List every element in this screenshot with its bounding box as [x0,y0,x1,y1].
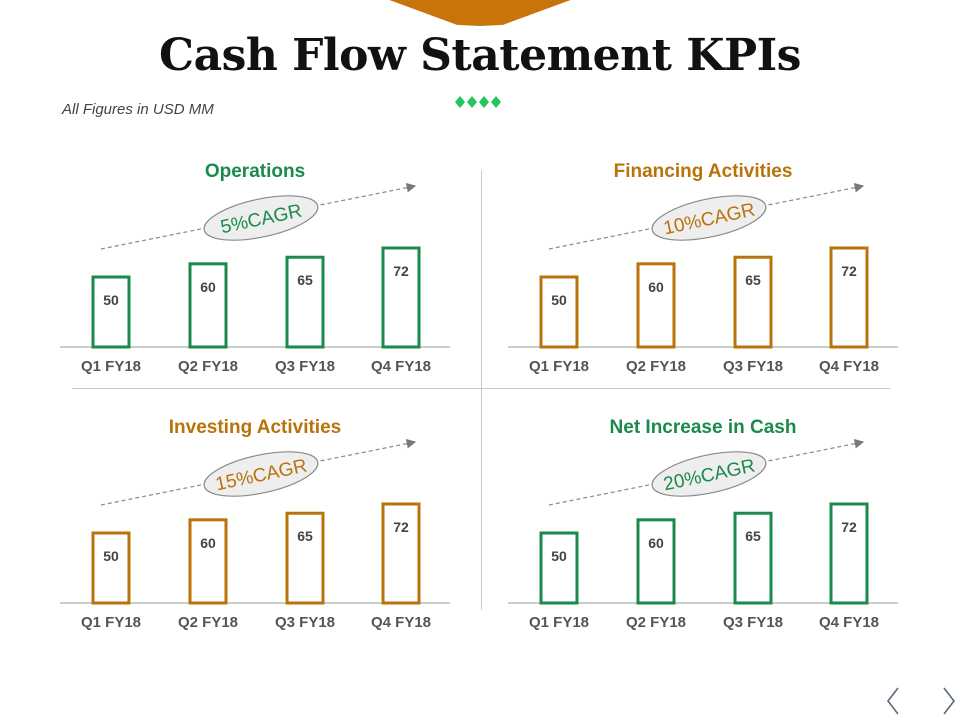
bar-value-label: 72 [393,519,409,535]
chart-title: Investing Activities [169,417,341,438]
bar-q2-fy18 [636,262,676,349]
category-label: Q2 FY18 [626,358,686,375]
category-label: Q4 FY18 [819,358,879,375]
bar-value-label: 72 [841,263,857,279]
bar-q2-fy18 [188,262,228,349]
bar-value-label: 72 [841,519,857,535]
category-label: Q3 FY18 [723,614,783,631]
top-accent-tab [384,0,576,26]
cagr-badge: 10%CAGR [651,195,767,241]
bar-value-label: 65 [745,272,761,288]
bar-q1-fy18 [539,275,579,349]
bar-q3-fy18 [285,255,325,349]
chart-title: Net Increase in Cash [610,417,797,438]
category-label: Q4 FY18 [371,614,431,631]
cagr-badge: 5%CAGR [203,195,319,241]
bar-q3-fy18 [733,511,773,605]
bar-q2-fy18 [636,518,676,605]
category-label: Q1 FY18 [529,358,589,375]
bar-q4-fy18 [829,246,869,349]
bar-q2-fy18 [188,518,228,605]
quadrant-divider-horizontal [72,388,890,389]
category-label: Q4 FY18 [371,358,431,375]
trend-arrow [100,182,417,250]
diamond-divider-icon [455,96,501,108]
figures-note: All Figures in USD MM [62,101,214,118]
category-label: Q2 FY18 [626,614,686,631]
bar-value-label: 50 [551,292,567,308]
chart-title: Financing Activities [614,161,793,182]
bar-q1-fy18 [539,531,579,605]
category-label: Q3 FY18 [275,614,335,631]
category-label: Q3 FY18 [275,358,335,375]
chart-svg: Operations 5%CAGR 50 Q1 FY18 60 Q2 FY18 65 Q3 F… [60,161,450,375]
bar-q1-fy18 [91,275,131,349]
cagr-badge: 15%CAGR [203,451,319,497]
trend-arrow [548,438,865,506]
bar-q4-fy18 [381,246,421,349]
bar-q1-fy18 [91,531,131,605]
trend-arrow [100,438,417,506]
chevron-right-icon[interactable] [938,686,958,716]
bar-q3-fy18 [285,511,325,605]
bar-value-label: 60 [648,535,664,551]
chart-panel-operations: Operations 5%CAGR 50 Q1 FY18 60 Q2 FY18 65 Q3 F… [60,155,460,375]
cagr-badge: 20%CAGR [651,451,767,497]
bar-value-label: 65 [745,528,761,544]
bar-q4-fy18 [381,502,421,605]
category-label: Q3 FY18 [723,358,783,375]
chart-svg: Investing Activities 15%CAGR 50 Q1 FY18 60 Q2… [60,417,450,631]
category-label: Q2 FY18 [178,614,238,631]
bar-q4-fy18 [829,502,869,605]
chart-panel-investing: Investing Activities 15%CAGR 50 Q1 FY18 60 Q2… [60,411,460,631]
bar-q3-fy18 [733,255,773,349]
bar-value-label: 50 [551,548,567,564]
category-label: Q4 FY18 [819,614,879,631]
chart-panel-financing: Financing Activities 10%CAGR 50 Q1 FY18 60 Q2… [508,155,908,375]
chart-svg: Financing Activities 10%CAGR 50 Q1 FY18 60 Q2… [508,161,898,375]
bar-value-label: 60 [200,279,216,295]
chart-title: Operations [205,161,305,182]
page-title: Cash Flow Statement KPIs [159,30,801,81]
category-label: Q1 FY18 [81,614,141,631]
chevron-left-icon[interactable] [884,686,904,716]
bar-value-label: 60 [648,279,664,295]
chart-svg: Net Increase in Cash 20%CAGR 50 Q1 FY18 60 Q2… [508,417,898,631]
category-label: Q1 FY18 [81,358,141,375]
bar-value-label: 72 [393,263,409,279]
bar-value-label: 50 [103,548,119,564]
bar-value-label: 65 [297,528,313,544]
quadrant-divider-vertical [481,170,482,610]
bar-value-label: 65 [297,272,313,288]
chart-panel-net-increase: Net Increase in Cash 20%CAGR 50 Q1 FY18 60 Q2… [508,411,908,631]
bar-value-label: 60 [200,535,216,551]
trend-arrow [548,182,865,250]
category-label: Q1 FY18 [529,614,589,631]
bar-value-label: 50 [103,292,119,308]
category-label: Q2 FY18 [178,358,238,375]
